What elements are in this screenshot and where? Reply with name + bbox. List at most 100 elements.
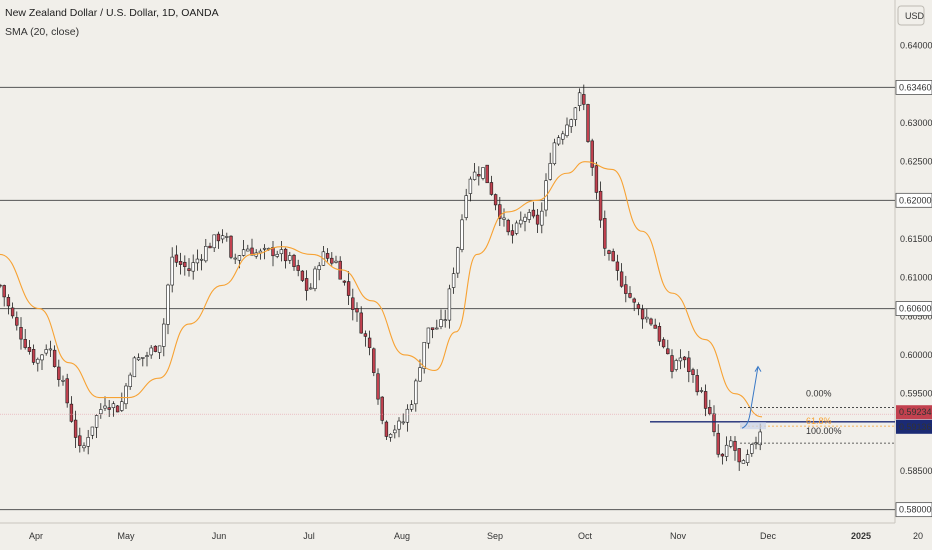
candle-up [170,256,174,286]
candle-down [489,182,494,195]
candle-down [708,407,712,415]
candle-up [309,287,313,290]
candle-up [275,253,279,257]
currency-box [897,5,925,26]
candle-down [720,453,725,457]
candle-down [65,378,69,404]
time-tick: Dec [760,531,777,541]
candle-down [73,419,78,438]
price-tick: 0.60500 [900,311,932,321]
candle-down [216,233,221,242]
candle-down [10,307,15,317]
candle-down [586,104,590,142]
candle-up [565,124,569,136]
level-badge [895,192,932,208]
candle-up [409,404,414,410]
candle-down [636,304,641,309]
level-badge [895,502,932,518]
price-badge-label: 0.59136 [899,422,932,432]
candle-down [485,164,489,184]
candle-down [250,247,254,256]
candle-up [241,249,246,256]
time-tick: Apr [29,531,43,541]
candle-up [556,137,561,145]
candle-up [460,219,464,250]
candle-up [514,222,519,234]
candle-up [552,142,557,165]
indicator-legend[interactable]: SMA (20, close) [5,26,80,38]
candle-down [603,218,607,249]
price-badge-label: 0.59234 [899,407,932,417]
candle-up [540,210,544,226]
candle-up [199,258,204,261]
candle-down [351,297,355,310]
candle-up [157,345,162,353]
candle-down [380,396,384,421]
candle-up [128,374,132,387]
candle-up [94,415,99,428]
candle-down [506,219,510,233]
candle-down [733,440,737,451]
candle-down [624,284,628,294]
sma-line [0,161,763,418]
candle-up [561,133,565,140]
candle-up [195,258,200,264]
candle-down [712,413,716,433]
candle-down [69,403,74,422]
candle-down [531,209,536,217]
time-tick: Jul [303,531,315,541]
candle-down [376,373,380,400]
time-tick: 2025 [851,531,871,541]
candle-down [640,309,645,320]
time-axis: Apr May Jun Jul Aug Sep Oct Nov Dec 2025 20 [29,531,923,541]
candle-down [615,261,620,271]
candle-up [393,429,397,434]
candle-up [401,421,405,424]
candle-up [225,236,229,238]
candle-up [237,255,242,261]
candle-up [678,357,683,362]
candle-down [271,247,275,257]
candle-down [653,324,657,329]
candle-up [334,260,338,263]
candle-down [510,230,515,236]
candle-up [456,247,460,274]
candle-down [657,326,662,342]
candle-up [472,171,477,180]
candle-down [330,257,334,264]
candle-up [162,323,166,347]
candle-up [418,367,422,382]
fib-label: 0.00% [806,389,832,399]
candle-up [741,460,746,464]
price-tick: 0.63000 [900,118,932,128]
time-tick: May [117,531,135,541]
candle-down [346,281,351,296]
candle-down [430,327,435,330]
candle-down [498,204,502,219]
level-badge-label: 0.60600 [899,304,932,314]
candle-up [502,217,506,220]
price-tick: 0.62500 [900,157,932,167]
candle-down [6,297,11,307]
time-tick: Aug [394,531,410,541]
candle-down [325,253,330,259]
candle-down [695,375,699,393]
candle-down [598,190,603,221]
drawings: 0.00% 61.8%100.00% [0,365,895,444]
candle-up [674,360,678,370]
candle-up [141,357,145,359]
candle-down [23,339,27,348]
candle-up [577,92,582,106]
candle-down [178,261,183,265]
candle-up [262,247,267,250]
candle-down [183,261,187,267]
candle-down [666,348,670,355]
candle-up [750,444,754,454]
candle-down [52,349,57,367]
candle-up [82,445,86,449]
candle-down [661,339,666,348]
candle-down [363,333,368,337]
fib-label: 61.8% [806,416,832,426]
candle-down [535,214,540,225]
